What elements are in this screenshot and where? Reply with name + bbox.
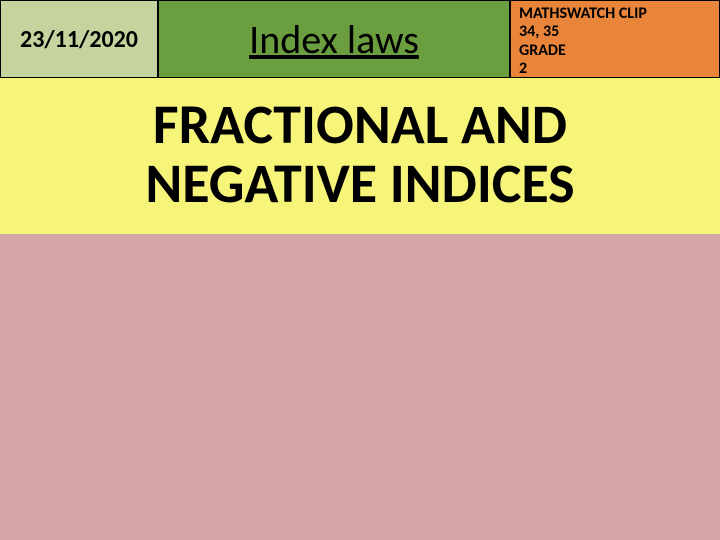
date-cell: 23/11/2020 <box>0 0 158 78</box>
subtitle-band: FRACTIONAL AND NEGATIVE INDICES <box>0 78 720 234</box>
slide-container: 23/11/2020 Index laws MATHSWATCH CLIP 34… <box>0 0 720 540</box>
subtitle-line2: NEGATIVE INDICES <box>0 155 720 214</box>
info-cell: MATHSWATCH CLIP 34, 35 GRADE 2 <box>510 0 720 78</box>
info-line4: 2 <box>519 60 711 78</box>
date-text: 23/11/2020 <box>20 25 138 54</box>
info-line2: 34, 35 <box>519 23 711 41</box>
title-cell: Index laws <box>158 0 510 78</box>
main-title: Index laws <box>249 15 419 64</box>
subtitle-line1: FRACTIONAL AND <box>0 96 720 155</box>
info-line3: GRADE <box>519 42 711 60</box>
header-row: 23/11/2020 Index laws MATHSWATCH CLIP 34… <box>0 0 720 78</box>
info-line1: MATHSWATCH CLIP <box>519 5 711 23</box>
